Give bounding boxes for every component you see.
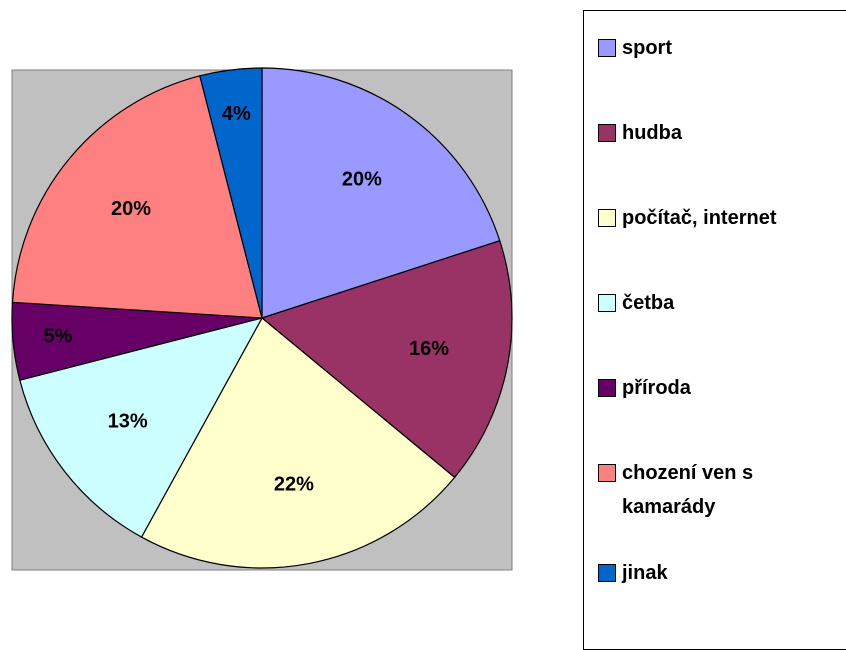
pie-slice <box>19 317 264 538</box>
legend-item: hudba <box>598 116 828 150</box>
legend: sport hudba počítač, internet četba příroda c… <box>583 10 846 650</box>
legend-item: sport <box>598 31 828 65</box>
pie-slice <box>261 67 501 319</box>
legend-label: příroda <box>622 377 691 399</box>
data-label: 20% <box>342 169 382 191</box>
pie-slice <box>260 239 513 479</box>
legend-label: hudba <box>622 122 682 144</box>
chart: 20% 16% 22% 13% 5% 20% 4% <box>11 67 513 571</box>
data-label: 13% <box>108 410 148 432</box>
legend-label: sport <box>622 37 672 59</box>
legend-swatch <box>598 564 616 582</box>
legend-swatch <box>598 294 616 312</box>
legend-swatch <box>598 379 616 397</box>
legend-swatch <box>598 464 616 482</box>
legend-item: příroda <box>598 371 828 405</box>
legend-swatch <box>598 209 616 227</box>
legend-item: jinak <box>598 556 828 590</box>
data-label: 5% <box>43 326 72 348</box>
pie-slice <box>199 67 263 319</box>
legend-label: počítač, internet <box>622 207 777 229</box>
legend-label: chození ven s kamarády <box>622 462 754 518</box>
page: {"chart_data": {"type": "pie", "categori… <box>11 10 846 650</box>
legend-label: četba <box>622 292 675 314</box>
data-label: 16% <box>409 338 449 360</box>
legend-label: jinak <box>622 562 668 584</box>
legend-swatch <box>598 39 616 57</box>
legend-item: chození ven s kamarády <box>598 456 828 524</box>
legend-swatch <box>598 124 616 142</box>
data-label: 22% <box>274 473 314 495</box>
data-label: 20% <box>111 198 151 220</box>
legend-item: počítač, internet <box>598 201 828 235</box>
data-label: 4% <box>222 103 251 125</box>
legend-item: četba <box>598 286 828 320</box>
pie-slice <box>140 317 456 569</box>
pie-slice <box>11 75 263 319</box>
